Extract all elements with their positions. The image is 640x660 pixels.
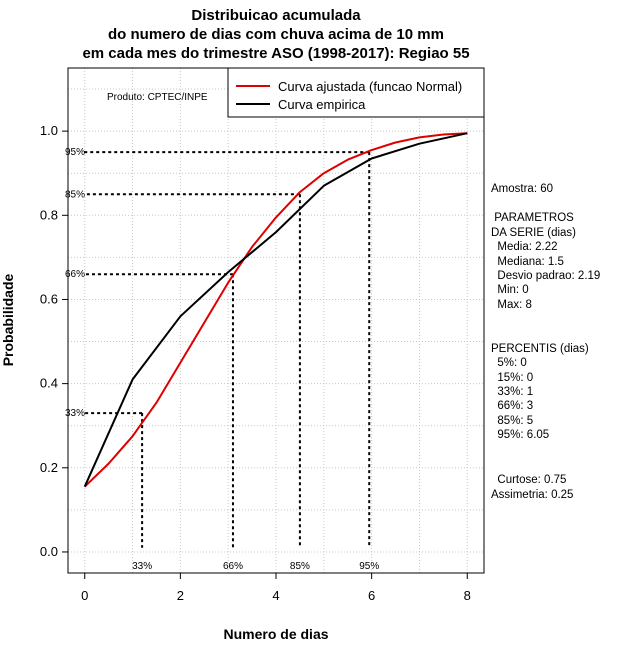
x-tick-label: 6: [368, 588, 375, 603]
statistics-line: Min: 0: [491, 284, 529, 296]
statistics-line: PERCENTIS (dias): [491, 343, 589, 355]
statistics-line: PARAMETROS: [491, 212, 574, 224]
y-tick-label: 0.8: [40, 207, 58, 222]
y-axis: 0.0 0.2 0.4 0.6 0.8 1.0: [40, 123, 68, 559]
x-tick-label: 4: [272, 588, 279, 603]
statistics-line: Amostra: 60: [491, 183, 553, 195]
statistics-line: 66%: 3: [491, 400, 533, 412]
x-axis: 0 2 4 6 8: [81, 573, 471, 603]
percentile-y-label: 33%: [65, 408, 85, 419]
x-axis-label: Numero de dias: [223, 626, 328, 642]
percentile-x-label: 33%: [132, 561, 152, 572]
statistics-line: DA SERIE (dias): [491, 227, 576, 239]
statistics-panel: Amostra: 60 PARAMETROS DA SERIE (dias) Me…: [491, 183, 600, 501]
percentile-y-label: 95%: [65, 147, 85, 158]
series-lines: [83, 132, 468, 488]
x-tick-label: 0: [81, 588, 88, 603]
producer-label: Produto: CPTEC/INPE: [107, 92, 208, 103]
percentile-y-label: 66%: [65, 269, 85, 280]
x-tick-label: 8: [464, 588, 471, 603]
legend-box: [227, 67, 485, 118]
percentile-x-label: 66%: [223, 561, 243, 572]
y-tick-label: 1.0: [40, 123, 58, 138]
series-line: [83, 132, 468, 488]
y-tick-label: 0.4: [40, 376, 58, 391]
percentile-x-label: 85%: [290, 561, 310, 572]
chart-title: Distribuicao acumulada do numero de dias …: [82, 7, 469, 62]
y-axis-label: Probabilidade: [0, 274, 16, 367]
statistics-line: Mediana: 1.5: [491, 256, 564, 268]
percentile-x-label: 95%: [359, 561, 379, 572]
x-tick-label: 2: [177, 588, 184, 603]
statistics-line: Max: 8: [491, 299, 532, 311]
statistics-line: 15%: 0: [491, 372, 533, 384]
chart-title-line: em cada mes do trimestre ASO (1998-2017)…: [82, 45, 469, 62]
statistics-line: Desvio padrao: 2.19: [491, 270, 600, 282]
statistics-line: 5%: 0: [491, 357, 527, 369]
legend: Curva ajustada (funcao Normal) Curva empi…: [227, 67, 485, 118]
statistics-line: Media: 2.22: [491, 241, 557, 253]
chart-title-line: Distribuicao acumulada: [191, 7, 361, 24]
statistics-line: 33%: 1: [491, 386, 533, 398]
percentile-y-label: 85%: [65, 189, 85, 200]
statistics-line: 85%: 5: [491, 415, 533, 427]
y-tick-label: 0.2: [40, 460, 58, 475]
legend-label: Curva empirica: [278, 97, 366, 112]
y-tick-label: 0.6: [40, 291, 58, 306]
chart-title-line: do numero de dias com chuva acima de 10 …: [108, 26, 444, 43]
series-line: [84, 132, 468, 488]
statistics-line: Curtose: 0.75: [491, 474, 566, 486]
y-tick-label: 0.0: [40, 544, 58, 559]
statistics-line: 95%: 6.05: [491, 429, 549, 441]
legend-label: Curva ajustada (funcao Normal): [278, 79, 462, 94]
percentile-lines: 33% 33% 66% 66% 85% 85% 95% 95%: [65, 147, 379, 572]
statistics-line: Assimetria: 0.25: [491, 489, 573, 501]
